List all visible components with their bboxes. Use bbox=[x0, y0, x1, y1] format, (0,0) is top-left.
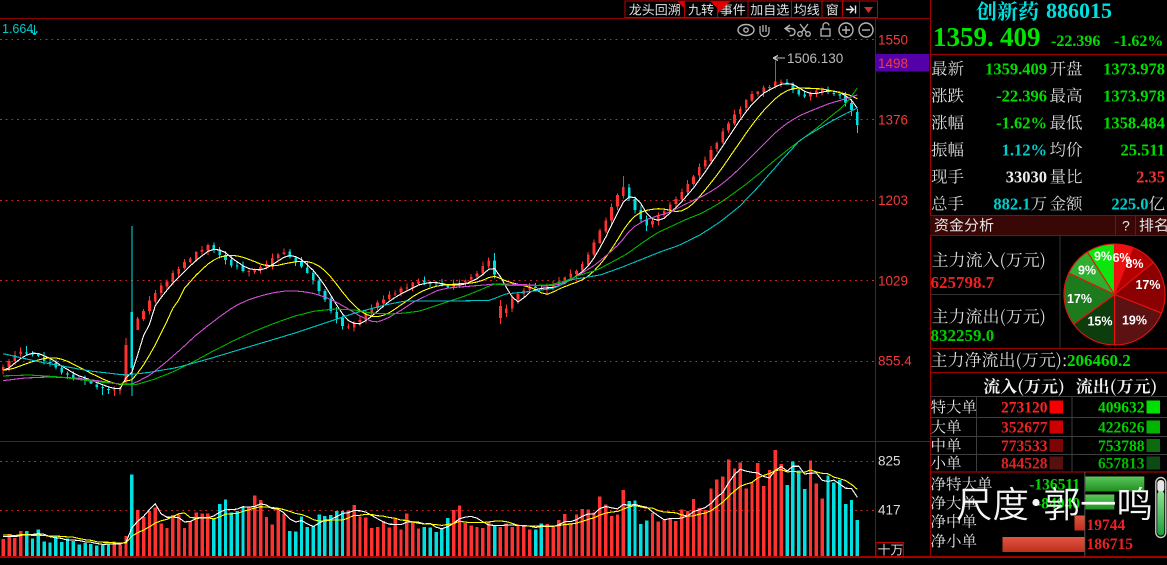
svg-text:844528: 844528 bbox=[1001, 456, 1048, 473]
svg-text:422626: 422626 bbox=[1098, 420, 1145, 437]
svg-text:9%: 9% bbox=[1078, 264, 1096, 278]
svg-text:17%: 17% bbox=[1067, 292, 1092, 306]
svg-text:273120: 273120 bbox=[1001, 400, 1048, 417]
svg-text:1203: 1203 bbox=[878, 193, 908, 208]
svg-text:1373.978: 1373.978 bbox=[1103, 60, 1165, 79]
svg-text:19744: 19744 bbox=[1087, 517, 1126, 534]
svg-text:?: ? bbox=[1122, 218, 1130, 234]
svg-text:25.511: 25.511 bbox=[1121, 141, 1165, 160]
svg-text:9%: 9% bbox=[1094, 250, 1112, 264]
svg-text:1.664: 1.664 bbox=[2, 22, 33, 36]
svg-text:1373.978: 1373.978 bbox=[1103, 87, 1165, 106]
svg-text:352677: 352677 bbox=[1001, 420, 1048, 437]
svg-text:206460.2: 206460.2 bbox=[1067, 351, 1131, 370]
svg-text:773533: 773533 bbox=[1001, 438, 1048, 455]
svg-text:855.4: 855.4 bbox=[878, 354, 912, 369]
svg-text:-1.62%: -1.62% bbox=[996, 114, 1047, 133]
svg-text:1506.130: 1506.130 bbox=[787, 51, 843, 66]
svg-text:1359.409: 1359.409 bbox=[985, 60, 1047, 79]
svg-text:657813: 657813 bbox=[1098, 456, 1145, 473]
svg-text:6%: 6% bbox=[1112, 251, 1130, 265]
svg-text:753788: 753788 bbox=[1098, 438, 1145, 455]
svg-text:1550: 1550 bbox=[878, 33, 908, 48]
svg-text:2.35: 2.35 bbox=[1136, 168, 1165, 187]
svg-text:625798.7: 625798.7 bbox=[931, 273, 995, 292]
svg-text:832259.0: 832259.0 bbox=[931, 326, 995, 345]
svg-text:33030: 33030 bbox=[1006, 168, 1047, 187]
svg-text:-22.396: -22.396 bbox=[996, 87, 1047, 106]
svg-text:409632: 409632 bbox=[1098, 400, 1145, 417]
svg-text:886015: 886015 bbox=[1046, 0, 1112, 23]
svg-text:8%: 8% bbox=[1125, 257, 1143, 271]
svg-text:1.12%: 1.12% bbox=[1002, 141, 1047, 160]
svg-text:15%: 15% bbox=[1087, 315, 1112, 329]
svg-text:-84940: -84940 bbox=[1036, 496, 1080, 513]
svg-text:825: 825 bbox=[878, 454, 901, 469]
svg-text:186715: 186715 bbox=[1087, 536, 1134, 553]
svg-text:-22.396: -22.396 bbox=[1051, 33, 1100, 50]
svg-text:225.0: 225.0 bbox=[1111, 195, 1148, 214]
svg-text:882.1: 882.1 bbox=[993, 195, 1030, 214]
svg-text:17%: 17% bbox=[1135, 278, 1160, 292]
svg-text:1359.: 1359. bbox=[933, 22, 994, 52]
svg-text:1029: 1029 bbox=[878, 274, 908, 289]
svg-text:1498: 1498 bbox=[878, 56, 908, 71]
svg-text:1376: 1376 bbox=[878, 113, 908, 128]
svg-text:1358.484: 1358.484 bbox=[1103, 114, 1165, 133]
svg-text:-1.62%: -1.62% bbox=[1114, 33, 1163, 50]
svg-text:409: 409 bbox=[1000, 22, 1041, 52]
svg-text:19%: 19% bbox=[1122, 314, 1147, 328]
svg-text:417: 417 bbox=[878, 503, 901, 518]
